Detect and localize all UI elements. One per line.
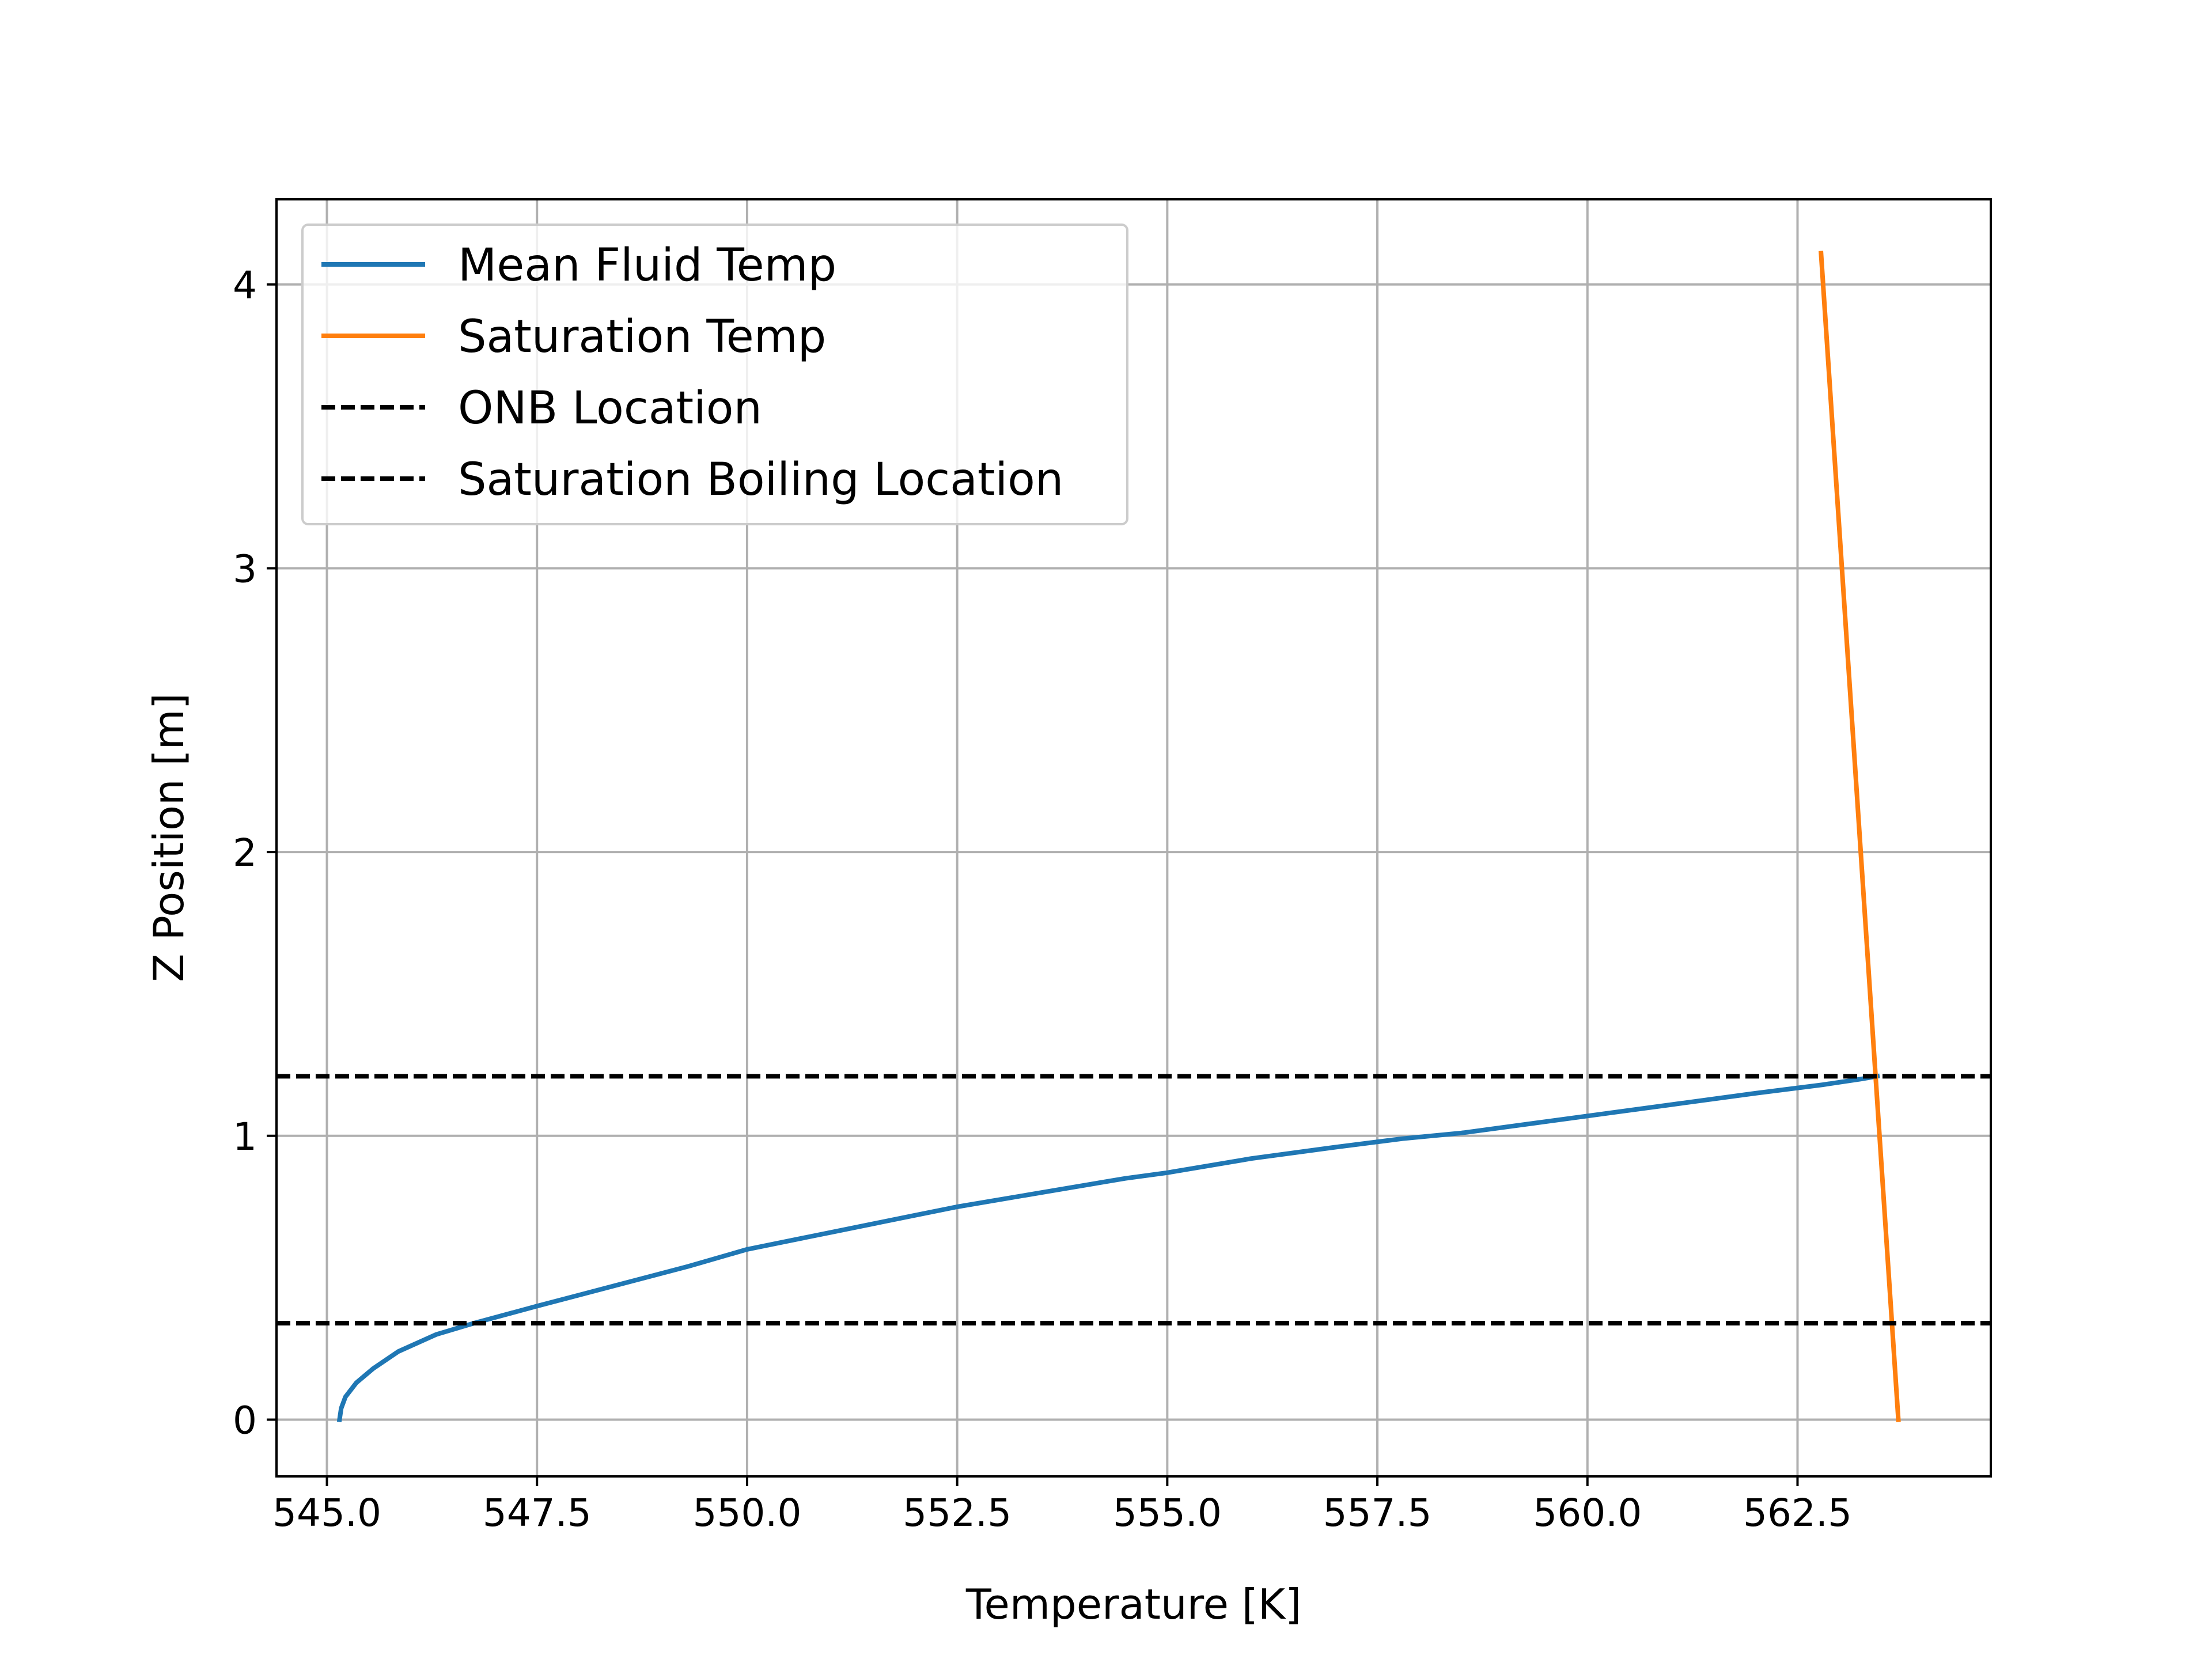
ticks: 545.0 547.5 550.0 552.5 555.0 557.5 560.0 562.5… [233, 263, 1852, 1535]
y-tick-label: 2 [233, 831, 257, 875]
x-tick-label: 557.5 [1323, 1491, 1432, 1535]
y-tick-label: 1 [233, 1115, 257, 1159]
legend-box [301, 224, 1128, 525]
x-tick-label: 550.0 [692, 1491, 801, 1535]
series-layer [276, 251, 1991, 1423]
x-tick-label: 562.5 [1743, 1491, 1852, 1535]
legend-label: Mean Fluid Temp [458, 240, 836, 291]
x-tick-label: 560.0 [1533, 1491, 1642, 1535]
x-tick-label: 555.0 [1113, 1491, 1222, 1535]
x-tick-label: 545.0 [272, 1491, 381, 1535]
y-tick-label: 4 [233, 263, 257, 308]
saturation-temp-line [1819, 251, 1901, 1422]
y-tick-label: 0 [233, 1398, 257, 1442]
legend-label: Saturation Temp [458, 311, 826, 363]
y-tick-label: 3 [233, 547, 257, 591]
y-axis-label: Z Position [m] [145, 693, 193, 982]
x-tick-label: 552.5 [903, 1491, 1012, 1535]
legend-label: ONB Location [458, 382, 762, 434]
plot-frame [275, 198, 1992, 1478]
x-axis-label: Temperature [K] [965, 1580, 1301, 1628]
legend-label: Saturation Boiling Location [458, 454, 1063, 506]
mean-fluid-temp-line [336, 1073, 1880, 1423]
x-tick-label: 547.5 [483, 1491, 592, 1535]
legend: Mean Fluid Temp Saturation Temp ONB Locati… [301, 224, 1128, 525]
